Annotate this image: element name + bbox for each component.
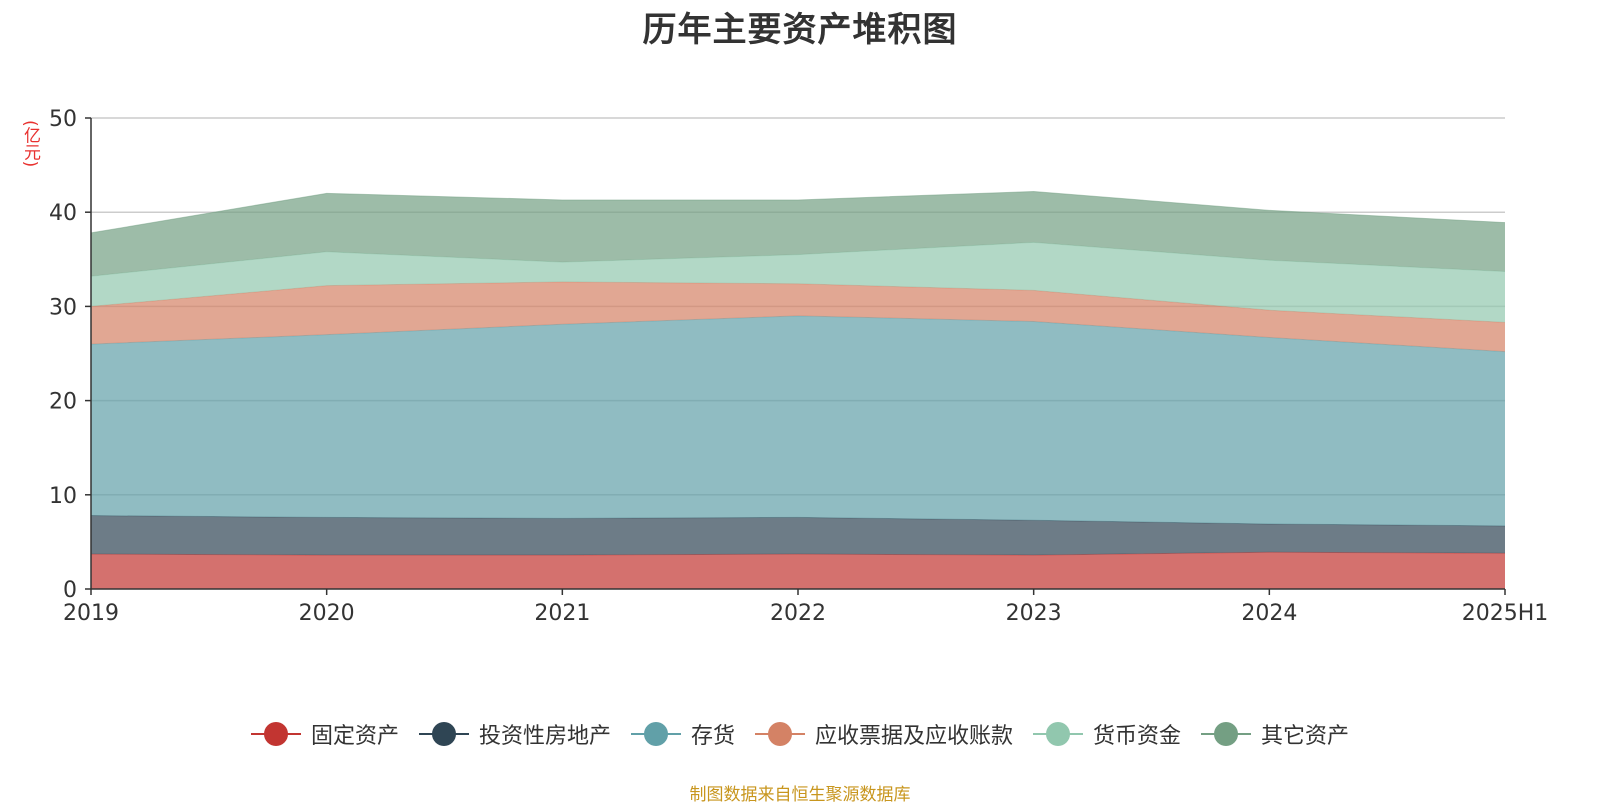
y-axis-unit-label: (亿元) [20, 120, 40, 168]
area-series-6 [91, 191, 1505, 277]
y-tick-label: 40 [49, 201, 77, 226]
x-tick-label: 2025H1 [1462, 601, 1549, 626]
legend-item-4[interactable]: 应收票据及应收账款 [755, 718, 1013, 750]
area-series-4 [91, 281, 1505, 352]
legend-marker-icon [630, 721, 681, 747]
x-tick-label: 2020 [299, 601, 355, 626]
x-tick-label: 2022 [770, 601, 826, 626]
y-tick-label: 0 [63, 578, 77, 603]
legend-label: 固定资产 [310, 724, 399, 749]
legend-marker-icon [418, 721, 469, 747]
legend-marker-icon [250, 721, 301, 747]
legend-item-2[interactable]: 投资性房地产 [418, 718, 611, 750]
source-note: 制图数据来自恒生聚源数据库 [689, 785, 911, 805]
y-tick-label: 30 [49, 295, 77, 320]
legend-label: 应收票据及应收账款 [815, 724, 1014, 749]
area-series-5 [91, 242, 1505, 323]
legend-label: 投资性房地产 [478, 724, 611, 749]
legend-label: 其它资产 [1261, 724, 1350, 749]
legend-item-3[interactable]: 存货 [630, 718, 735, 750]
area-series-2 [91, 515, 1505, 556]
legend-marker-icon [755, 721, 805, 747]
x-tick-label: 2019 [63, 601, 119, 626]
y-tick-label: 10 [49, 484, 77, 509]
area-series-1 [91, 552, 1505, 589]
legend-marker-icon [1033, 721, 1084, 747]
chart-title: 历年主要资产堆积图 [642, 10, 958, 50]
y-tick-label: 20 [49, 390, 77, 415]
area-layer [90, 190, 1506, 589]
axis-layer: 0 10 20 30 40 50 2019 2020 2021 2022 2023 2024 2025H… [49, 107, 1548, 626]
x-tick-label: 2021 [534, 601, 590, 626]
area-edge-series-6 [90, 190, 1506, 234]
legend-item-1[interactable]: 固定资产 [250, 718, 399, 750]
legend-marker-icon [1201, 721, 1252, 747]
legend-label: 货币资金 [1093, 724, 1182, 749]
x-tick-label: 2023 [1006, 601, 1062, 626]
legend-item-6[interactable]: 其它资产 [1201, 718, 1349, 750]
chart-legend: 固定资产 投资性房地产 存货 应收票据及应收账款 货币资金 其它资产 [0, 718, 1600, 750]
area-series-3 [91, 315, 1505, 526]
y-tick-label: 50 [49, 107, 77, 132]
x-tick-label: 2024 [1241, 601, 1297, 626]
legend-item-5[interactable]: 货币资金 [1033, 718, 1181, 750]
legend-label: 存货 [690, 724, 735, 749]
